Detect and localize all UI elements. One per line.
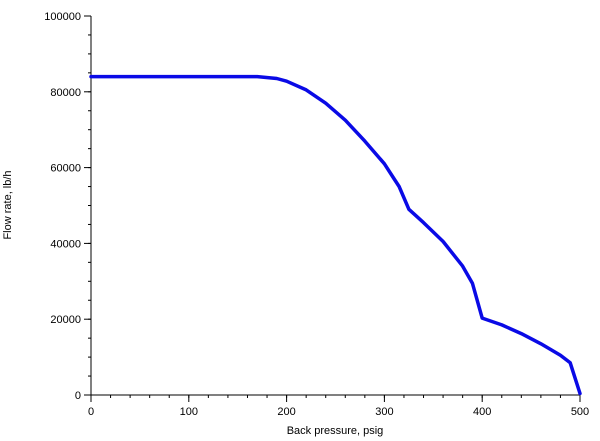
y-tick-label: 60000 [50, 163, 81, 175]
x-tick-label: 500 [571, 406, 589, 418]
x-tick-label: 100 [180, 406, 198, 418]
x-axis-title: Back pressure, psig [287, 425, 384, 437]
x-tick-label: 300 [375, 406, 393, 418]
y-tick-label: 80000 [50, 87, 81, 99]
y-axis-title: Flow rate, lb/h [2, 170, 14, 239]
y-tick-label: 20000 [50, 314, 81, 326]
series-group [89, 74, 582, 396]
ticks: 0 20000 40000 60000 80000 100000 0 100 200 300 400… [44, 11, 589, 418]
y-tick-label: 100000 [44, 11, 81, 23]
x-tick-label: 0 [88, 406, 94, 418]
series-line [89, 74, 582, 396]
y-tick-label: 0 [75, 390, 81, 402]
axes [90, 16, 580, 396]
x-tick-label: 200 [277, 406, 295, 418]
y-tick-label: 40000 [50, 238, 81, 250]
x-tick-label: 400 [473, 406, 491, 418]
